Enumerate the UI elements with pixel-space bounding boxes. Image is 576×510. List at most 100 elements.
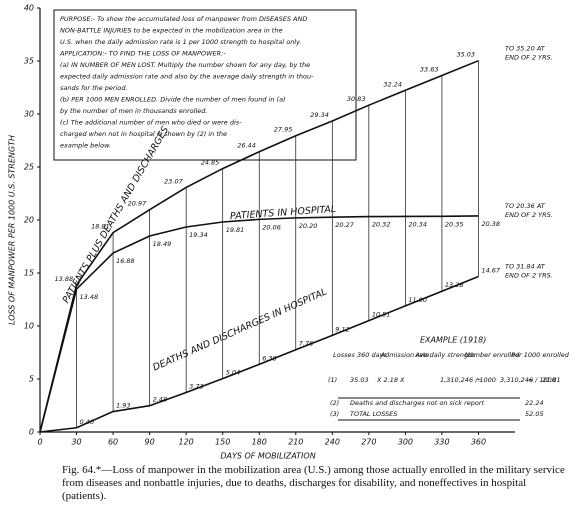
value-label: 19.34 [189, 231, 208, 239]
end-note: END OF 2 YRS. [505, 271, 553, 279]
y-axis-label: LOSS OF MANPOWER PER 1000 U.S. STRENGTH [8, 135, 17, 325]
end-note: TO 35.20 AT [505, 45, 546, 53]
purpose-text: (c) The additional number of men who die… [60, 119, 242, 127]
example-cell: = [528, 376, 533, 384]
series-line [39, 275, 479, 433]
purpose-text: U.S. when the daily admission rate is 1 … [60, 38, 302, 46]
value-label: 13.48 [80, 293, 99, 301]
x-tick-label: 90 [145, 438, 155, 447]
value-label: 1.93 [116, 402, 130, 410]
y-tick-label: 40 [24, 4, 34, 13]
series-line [39, 215, 479, 433]
example-cell: Deaths and discharges not on sick report [350, 399, 485, 407]
y-tick-label: 20 [24, 216, 34, 225]
value-label: 33.63 [420, 66, 439, 74]
y-tick-label: 10 [24, 322, 34, 331]
x-tick-label: 270 [361, 438, 376, 447]
x-tick-label: 330 [434, 438, 449, 447]
y-tick-label: 25 [24, 163, 34, 172]
example-header: Admission rate [380, 351, 430, 359]
example-cell: 35.03 [350, 376, 369, 384]
value-label: 20.35 [445, 220, 464, 228]
y-tick-label: 30 [24, 110, 34, 119]
value-label: 16.88 [116, 257, 135, 265]
example-cell: TOTAL LOSSES [350, 410, 397, 418]
example-title: EXAMPLE (1918) [420, 336, 486, 345]
example-cell: 3,310,246 / 1000 [500, 376, 556, 384]
purpose-box [53, 9, 357, 161]
chart: LOSS OF MANPOWER PER 1000 U.S. STRENGTH … [8, 4, 570, 461]
value-label: 20.34 [408, 220, 427, 228]
value-label: 18.81 [91, 223, 110, 231]
purpose-text: NON-BATTLE INJURIES to be expected in th… [60, 27, 282, 35]
value-label: 2.48 [153, 396, 167, 404]
example-header: Losses 360 days [333, 351, 387, 359]
purpose-text: example below. [60, 142, 111, 150]
end-note: END OF 2 YRS. [505, 211, 553, 219]
value-label: 20.27 [335, 221, 354, 229]
end-note: END OF 2 YRS. [505, 54, 553, 62]
value-label: 20.20 [299, 222, 318, 230]
value-label: 6.38 [262, 354, 276, 362]
value-label: 11.90 [408, 296, 427, 304]
series-label: DEATHS AND DISCHARGES IN HOSPITAL [151, 286, 328, 373]
end-note: TO 31.84 AT [505, 262, 546, 270]
value-label: 19.81 [226, 226, 245, 234]
example-cell: (3) [330, 410, 339, 418]
series-label: PATIENTS IN HOSPITAL [230, 204, 337, 222]
purpose-text: expected daily admission rate and also b… [60, 73, 314, 81]
value-label: 32.24 [383, 80, 402, 88]
value-label: 13.28 [445, 281, 464, 289]
x-axis-label: DAYS OF MOBILIZATION [220, 452, 315, 461]
end-note: TO 20.36 AT [505, 202, 546, 210]
value-label: 24.85 [201, 159, 220, 167]
value-label: 10.51 [372, 311, 391, 319]
value-label: 14.67 [481, 266, 500, 274]
series-line [39, 59, 479, 433]
y-tick-label: 5 [29, 375, 34, 384]
x-tick-label: 180 [252, 438, 267, 447]
value-label: 20.06 [262, 223, 281, 231]
y-tick-label: 15 [24, 269, 34, 278]
example-cell: 22.24 [525, 399, 544, 407]
value-label: 26.44 [237, 142, 256, 150]
purpose-text: (b) PER 1000 MEN ENROLLED. Divide the nu… [60, 96, 286, 104]
series-label: PATIENTS PLUS DEATHS AND DISCHARGES [61, 125, 172, 306]
purpose-text: PURPOSE:- To show the accumulated loss o… [60, 15, 307, 23]
value-label: 23.07 [164, 177, 183, 185]
x-tick-label: 60 [108, 438, 118, 447]
value-label: 20.32 [372, 221, 391, 229]
caption: Fig. 64.*—Loss of manpower in the mobili… [62, 464, 565, 502]
x-tick-label: 210 [288, 438, 303, 447]
value-label: 18.49 [153, 240, 172, 248]
x-tick-label: 150 [215, 438, 230, 447]
purpose-text: charged when not in hospital is shown by… [60, 130, 227, 138]
value-label: 9.12 [335, 325, 349, 333]
value-label: 13.88 [55, 275, 74, 283]
purpose-text: APPLICATION:- TO FIND THE LOSS OF MANPOW… [59, 50, 226, 58]
purpose-text: by the number of men in thousands enroll… [60, 107, 207, 115]
example-cell: ÷ [476, 376, 481, 384]
example-header: Number enrolled [465, 351, 521, 359]
purpose-text: (a) IN NUMBER OF MEN LOST. Multiply the … [60, 61, 310, 69]
x-tick-label: 120 [179, 438, 194, 447]
value-label: 7.76 [299, 340, 313, 348]
x-tick-label: 360 [471, 438, 486, 447]
value-label: 27.95 [274, 126, 293, 134]
x-tick-label: 300 [398, 438, 413, 447]
example-cell: (2) [330, 399, 339, 407]
example-cell: 52.05 [525, 410, 544, 418]
x-tick-label: 240 [325, 438, 340, 447]
y-tick-label: 0 [29, 428, 34, 437]
example-cell: 21.81 [542, 376, 561, 384]
value-label: 29.34 [310, 111, 329, 119]
value-label: 0.40 [80, 418, 94, 426]
purpose-text: sands for the period. [60, 84, 128, 92]
value-label: 20.38 [481, 220, 500, 228]
value-label: 35.03 [456, 51, 475, 59]
value-label: 20.97 [128, 200, 147, 208]
example-cell: 1,310,246 / 1000 [440, 376, 496, 384]
value-label: 30.83 [347, 95, 366, 103]
example-header: Per 1000 enrolled [511, 351, 570, 359]
